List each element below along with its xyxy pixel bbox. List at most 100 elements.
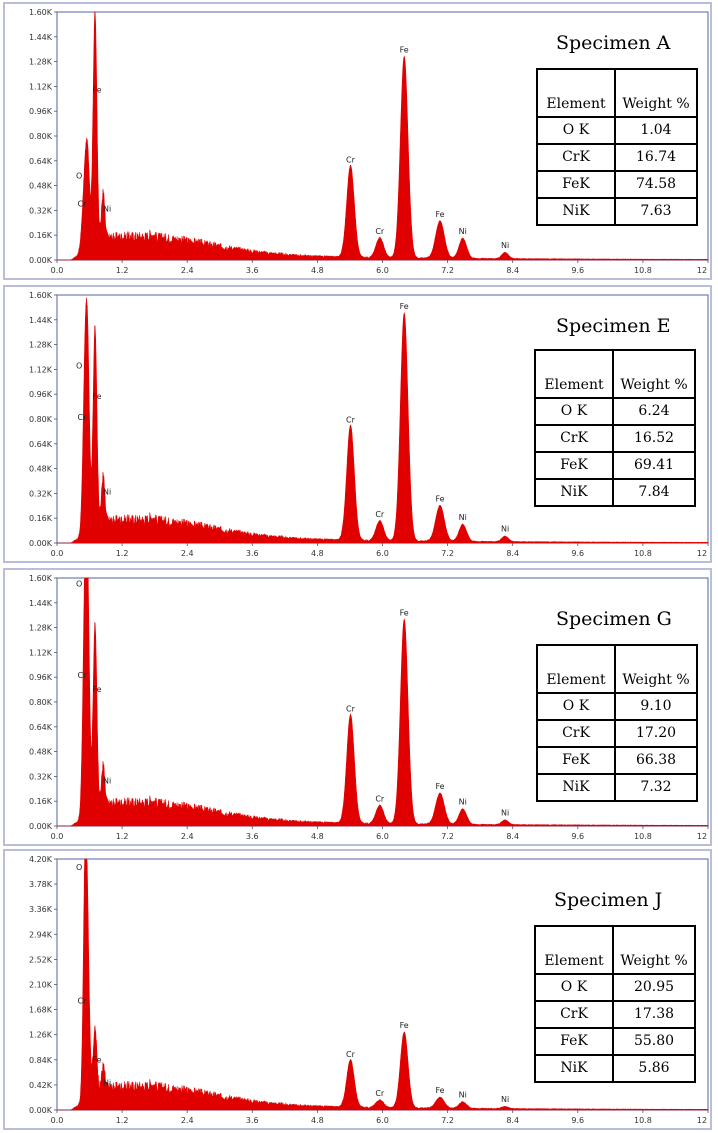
peak-label: Fe bbox=[400, 1021, 409, 1030]
y-tick-label: 1.60K bbox=[29, 8, 53, 17]
y-tick-label: 0.64K bbox=[29, 723, 53, 732]
x-tick-label: 9.6 bbox=[571, 266, 584, 275]
y-tick-label: 0.00K bbox=[29, 822, 53, 831]
peak-label: O bbox=[76, 863, 82, 872]
x-tick-label: 2.4 bbox=[181, 549, 194, 558]
y-tick-label: 0.32K bbox=[29, 206, 53, 215]
x-tick-label: 1.2 bbox=[116, 1116, 129, 1125]
table-row: FeK 69.41 bbox=[534, 451, 696, 480]
x-tick-label: 3.6 bbox=[246, 549, 259, 558]
y-tick-label: 1.28K bbox=[29, 58, 53, 67]
element-cell: O K bbox=[536, 692, 616, 721]
y-tick-label: 3.78K bbox=[29, 880, 53, 889]
element-cell: FeK bbox=[536, 170, 616, 199]
peak-label: Fe bbox=[92, 685, 101, 694]
x-tick-label: 0.0 bbox=[51, 1116, 64, 1125]
y-tick-label: 0.96K bbox=[29, 390, 53, 399]
weight-cell: 7.84 bbox=[612, 478, 696, 507]
y-tick-label: 0.42K bbox=[29, 1081, 53, 1090]
weight-cell: 55.80 bbox=[612, 1027, 696, 1056]
x-tick-label: 2.4 bbox=[181, 832, 194, 841]
weight-cell: 74.58 bbox=[614, 170, 698, 199]
peak-label: Ni bbox=[459, 227, 467, 236]
table-header-element: Element bbox=[534, 925, 614, 975]
x-tick-label: 12 bbox=[697, 1116, 707, 1125]
x-tick-label: 1.2 bbox=[116, 266, 129, 275]
weight-cell: 6.24 bbox=[612, 397, 696, 426]
y-tick-label: 2.52K bbox=[29, 955, 53, 964]
weight-table: Element Weight % O K 6.24 CrK 16.52 FeK 69.… bbox=[534, 349, 696, 507]
x-tick-label: 6.0 bbox=[376, 1116, 389, 1125]
y-tick-label: 0.64K bbox=[29, 440, 53, 449]
x-tick-label: 9.6 bbox=[571, 549, 584, 558]
peak-label: Ni bbox=[103, 205, 111, 214]
peak-label: Cr bbox=[346, 1050, 356, 1059]
y-tick-label: 2.94K bbox=[29, 930, 53, 939]
peak-label: Cr bbox=[346, 415, 356, 424]
table-header-element: Element bbox=[534, 349, 614, 399]
table-header-element: Element bbox=[536, 644, 616, 694]
x-tick-label: 4.8 bbox=[311, 832, 324, 841]
spectrum-panel-e: 0.00K 0.16K 0.32K 0.48K 0.64K 0.80K 0.96K 1.12K… bbox=[3, 285, 712, 563]
weight-cell: 17.20 bbox=[614, 719, 698, 748]
table-row: NiK 7.63 bbox=[536, 197, 698, 226]
y-tick-label: 0.48K bbox=[29, 465, 53, 474]
y-tick-label: 0.32K bbox=[29, 772, 53, 781]
x-tick-label: 6.0 bbox=[376, 549, 389, 558]
y-tick-label: 0.80K bbox=[29, 132, 53, 141]
x-tick-label: 3.6 bbox=[246, 832, 259, 841]
x-tick-label: 2.4 bbox=[181, 266, 194, 275]
x-tick-label: 6.0 bbox=[376, 832, 389, 841]
weight-cell: 7.63 bbox=[614, 197, 698, 226]
spectrum-series bbox=[57, 858, 709, 1111]
peak-label: Cr bbox=[77, 413, 87, 422]
peak-label: Ni bbox=[103, 488, 111, 497]
x-tick-label: 0.0 bbox=[51, 832, 64, 841]
table-row: CrK 16.74 bbox=[536, 143, 698, 172]
y-tick-label: 0.80K bbox=[29, 698, 53, 707]
element-cell: O K bbox=[536, 116, 616, 145]
y-tick-label: 0.16K bbox=[29, 231, 53, 240]
x-tick-label: 8.4 bbox=[506, 1116, 519, 1125]
x-tick-label: 9.6 bbox=[571, 1116, 584, 1125]
table-header-weight: Weight % bbox=[614, 68, 698, 118]
weight-cell: 7.32 bbox=[614, 773, 698, 802]
element-cell: CrK bbox=[536, 143, 616, 172]
spectrum-panel-g: 0.00K 0.16K 0.32K 0.48K 0.64K 0.80K 0.96K 1.12K… bbox=[3, 568, 712, 846]
peak-label: Fe bbox=[435, 210, 444, 219]
y-tick-label: 2.10K bbox=[29, 981, 53, 990]
peak-label: Fe bbox=[400, 608, 409, 617]
table-header-weight: Weight % bbox=[612, 349, 696, 399]
y-tick-label: 0.84K bbox=[29, 1056, 53, 1065]
peak-label: O bbox=[76, 172, 82, 181]
weight-cell: 16.52 bbox=[612, 424, 696, 453]
x-tick-label: 0.0 bbox=[51, 549, 64, 558]
peak-label: Cr bbox=[375, 794, 385, 803]
y-tick-label: 1.26K bbox=[29, 1031, 53, 1040]
peak-label: O bbox=[76, 580, 82, 589]
x-tick-label: 3.6 bbox=[246, 1116, 259, 1125]
peak-label: Ni bbox=[103, 1078, 111, 1087]
peak-label: Fe bbox=[435, 494, 444, 503]
x-tick-label: 8.4 bbox=[506, 832, 519, 841]
peak-label: Fe bbox=[92, 86, 101, 95]
x-tick-label: 12 bbox=[697, 266, 707, 275]
x-tick-label: 4.8 bbox=[311, 1116, 324, 1125]
y-tick-label: 1.12K bbox=[29, 365, 53, 374]
x-tick-label: 10.8 bbox=[634, 832, 652, 841]
y-tick-label: 0.96K bbox=[29, 673, 53, 682]
weight-cell: 20.95 bbox=[612, 973, 696, 1002]
weight-cell: 17.38 bbox=[612, 1000, 696, 1029]
peak-label: Fe bbox=[435, 1086, 444, 1095]
table-row: CrK 17.20 bbox=[536, 719, 698, 748]
element-cell: NiK bbox=[534, 1054, 614, 1083]
x-tick-label: 10.8 bbox=[634, 1116, 652, 1125]
weight-cell: 66.38 bbox=[614, 746, 698, 775]
y-tick-label: 1.60K bbox=[29, 574, 53, 583]
table-row: CrK 16.52 bbox=[534, 424, 696, 453]
table-row: O K 6.24 bbox=[534, 397, 696, 426]
y-tick-label: 0.00K bbox=[29, 539, 53, 548]
x-tick-label: 8.4 bbox=[506, 549, 519, 558]
x-tick-label: 4.8 bbox=[311, 549, 324, 558]
y-tick-label: 0.16K bbox=[29, 797, 53, 806]
